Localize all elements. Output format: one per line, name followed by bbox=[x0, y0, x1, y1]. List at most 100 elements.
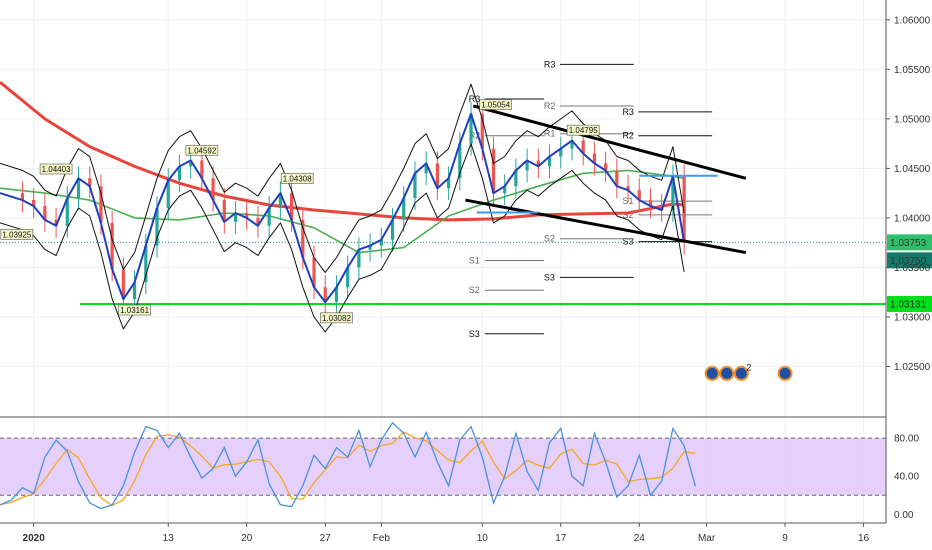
swing-label-text: 1.03925 bbox=[2, 230, 31, 239]
candle-body bbox=[503, 186, 507, 194]
support-level: 1.03131 1.03753 1.03750 bbox=[0, 234, 932, 312]
candle-body bbox=[245, 212, 249, 218]
event-flag-icon[interactable] bbox=[777, 365, 793, 381]
candle-body bbox=[110, 222, 114, 270]
candle-body bbox=[379, 239, 383, 246]
candle-body bbox=[99, 186, 103, 223]
x-tick-label: 16 bbox=[858, 533, 870, 544]
swing-label-text: 1.04308 bbox=[283, 174, 312, 183]
event-badges[interactable]: 2 bbox=[704, 362, 793, 381]
pivot-label: S2 bbox=[622, 210, 633, 220]
pivot-label: S2 bbox=[469, 285, 480, 295]
candle-body bbox=[312, 257, 316, 288]
candle-body bbox=[626, 186, 630, 191]
x-tick-label: 10 bbox=[477, 533, 489, 544]
channel-upper bbox=[472, 104, 747, 180]
pivot-label: S1 bbox=[469, 255, 480, 265]
osc-tick-label: 0.00 bbox=[894, 510, 914, 521]
y-tick-label: 1.03000 bbox=[894, 312, 931, 323]
support-price-box bbox=[887, 295, 932, 312]
y-tick-label: 1.05000 bbox=[894, 114, 931, 125]
candle-body bbox=[637, 190, 641, 201]
candle-body bbox=[211, 178, 215, 201]
oscillator-lines bbox=[0, 421, 696, 510]
candle-body bbox=[514, 170, 518, 187]
candle-body bbox=[233, 212, 238, 222]
candle-body bbox=[368, 245, 372, 250]
osc-tick-label: 40.00 bbox=[894, 472, 919, 483]
last-price-label: 1.03753 bbox=[890, 238, 927, 249]
swing-label-text: 1.04795 bbox=[569, 126, 598, 135]
swing-label-text: 1.04592 bbox=[187, 146, 216, 155]
candle-body bbox=[570, 140, 574, 149]
osc-tick-label: 80.00 bbox=[894, 434, 919, 445]
candle-body bbox=[189, 160, 193, 167]
candle-body bbox=[435, 163, 439, 189]
candle-body bbox=[267, 208, 271, 226]
pivot-label: R2 bbox=[544, 101, 556, 111]
event-flag-icon[interactable] bbox=[733, 365, 749, 381]
candle-body bbox=[334, 287, 339, 303]
pivot-label: R3 bbox=[469, 94, 481, 104]
candle-body bbox=[289, 193, 294, 220]
candle-body bbox=[547, 156, 552, 167]
candle-body bbox=[88, 178, 92, 187]
candle-body bbox=[32, 200, 36, 207]
x-tick-label: 27 bbox=[320, 533, 332, 544]
sma-red bbox=[0, 81, 685, 222]
price-label-2: 1.03750 bbox=[890, 256, 927, 267]
x-tick-label: 9 bbox=[782, 533, 788, 544]
swing-label-box bbox=[185, 144, 219, 156]
candle-body bbox=[559, 148, 563, 157]
candle-body bbox=[536, 160, 540, 167]
candle-body bbox=[615, 170, 619, 187]
last-price-box bbox=[887, 234, 932, 251]
y-tick-label: 1.02500 bbox=[894, 362, 931, 373]
x-tick-label: 24 bbox=[634, 533, 646, 544]
swing-label-box bbox=[280, 173, 314, 184]
candle-body bbox=[357, 249, 361, 268]
oscillator-grid bbox=[0, 437, 886, 496]
candle-body bbox=[144, 245, 148, 283]
candle-body bbox=[671, 176, 675, 210]
candle-body bbox=[648, 200, 653, 207]
candle-body bbox=[200, 160, 204, 179]
candle-body bbox=[491, 148, 496, 194]
swing-label-box bbox=[0, 229, 34, 240]
price-box-2 bbox=[887, 252, 932, 269]
osc-k-line bbox=[0, 421, 696, 510]
pivot-label: S3 bbox=[622, 237, 633, 247]
candle-body bbox=[323, 287, 327, 303]
candle-body bbox=[458, 143, 462, 179]
oscillator-band-fill bbox=[0, 438, 886, 496]
candle-body bbox=[592, 153, 597, 164]
y-tick-label: 1.04000 bbox=[894, 213, 931, 224]
candle-body bbox=[346, 267, 350, 288]
band-lower-line bbox=[0, 143, 685, 333]
y-tick-label: 1.06000 bbox=[894, 15, 931, 26]
price-line bbox=[0, 83, 686, 333]
candle-body bbox=[177, 166, 182, 181]
candle-body bbox=[20, 193, 25, 201]
price-ma-blue bbox=[0, 112, 686, 304]
event-flag-icon[interactable] bbox=[719, 365, 735, 381]
swing-label-box bbox=[566, 124, 600, 136]
pivot-label: R3 bbox=[544, 59, 556, 69]
x-tick-label: Feb bbox=[373, 533, 391, 544]
y-tick-label: 1.05500 bbox=[894, 65, 931, 76]
pivot-label: R2 bbox=[469, 131, 481, 141]
event-flag-icon[interactable] bbox=[704, 365, 720, 381]
x-tick-label: Mar bbox=[698, 533, 716, 544]
y-tick-label: 1.03500 bbox=[894, 263, 931, 274]
candle-body bbox=[447, 178, 451, 189]
candle-body bbox=[65, 198, 69, 226]
x-tick-label: 17 bbox=[555, 533, 567, 544]
x-tick-label: 13 bbox=[163, 533, 175, 544]
swing-label-text: 1.04403 bbox=[42, 165, 71, 174]
band-upper-line bbox=[0, 83, 685, 273]
candle-body bbox=[132, 282, 137, 300]
swing-labels: 1.04403 1.03925 1.03161 1.04592 1.04308 1.030… bbox=[0, 99, 600, 324]
candle-body bbox=[469, 113, 473, 144]
pivot-label: S3 bbox=[469, 329, 480, 339]
